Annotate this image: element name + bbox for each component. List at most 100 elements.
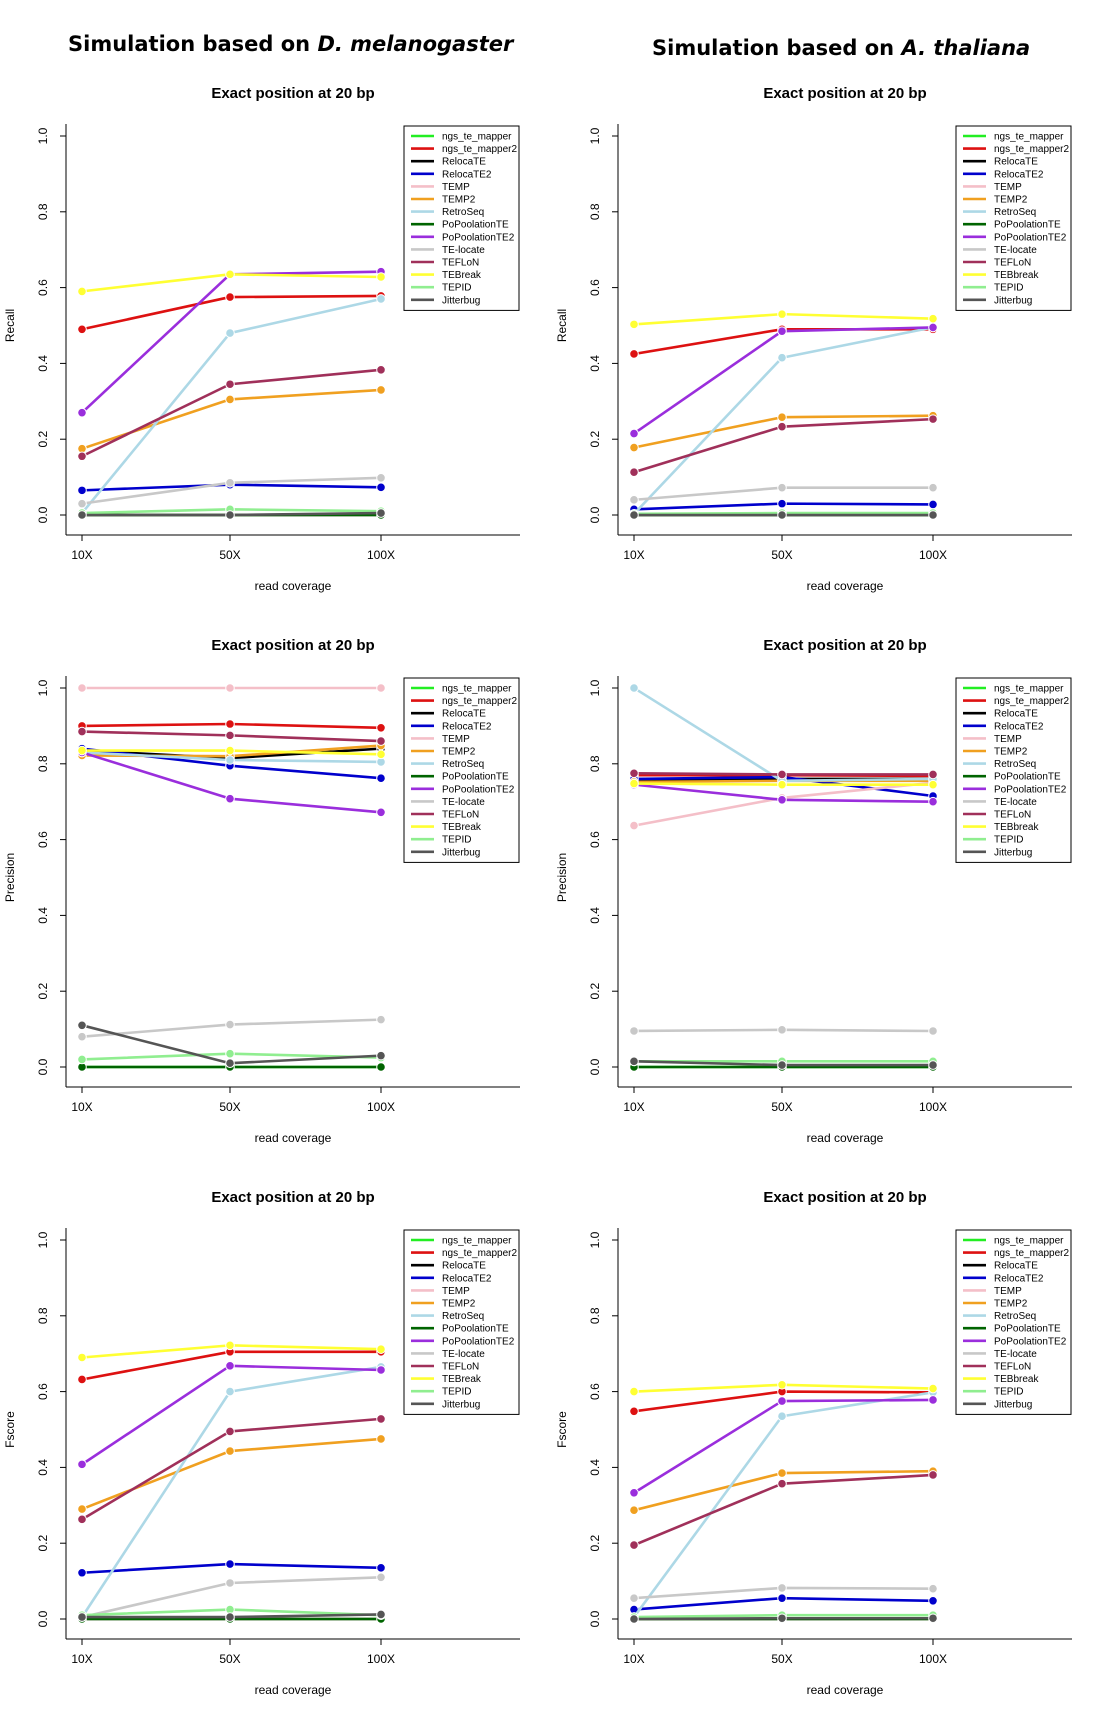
legend-label: TEBreak <box>442 270 482 281</box>
data-point-te-locate <box>225 1578 235 1588</box>
y-tick-label: 0.0 <box>588 1610 602 1627</box>
legend-label: ngs_te_mapper <box>442 1236 512 1247</box>
legend-box <box>403 125 520 311</box>
data-point-relocate2 <box>376 773 386 784</box>
chart-svg: Exact position at 20 bp 0.0 0.2 0.4 0.6 0.8 1.… <box>3 1189 520 1697</box>
x-tick-label: 100X <box>919 1652 947 1666</box>
data-point-temp <box>376 683 386 693</box>
data-point-popoolationte2 <box>225 1361 235 1371</box>
y-tick-label: 0.8 <box>588 203 602 220</box>
legend-label: TEPID <box>994 283 1023 294</box>
data-point-relocate2 <box>225 1559 235 1569</box>
data-point-te-locate <box>376 1014 386 1025</box>
y-tick-label: 0.2 <box>588 983 602 1000</box>
legend-label: TE-locate <box>442 245 485 256</box>
data-point-relocate2 <box>376 1563 386 1573</box>
data-point-relocate2 <box>77 1567 87 1578</box>
chart-fscore-d-melanogaster: Exact position at 20 bp 0.0 0.2 0.4 0.6 0.8 1.… <box>0 1164 552 1714</box>
legend-label: TEBreak <box>442 1374 482 1385</box>
data-point-tebbreak <box>777 779 787 790</box>
x-axis-label: read coverage <box>255 579 332 593</box>
y-axis-label: Fscore <box>3 1411 17 1448</box>
data-point-tebbreak <box>777 1379 787 1390</box>
legend-label: TEFLoN <box>994 1362 1031 1373</box>
data-point-jitterbug <box>376 1050 386 1061</box>
data-point-popoolationte2 <box>77 407 87 418</box>
legend-label: ngs_te_mapper2 <box>442 144 517 155</box>
data-point-tebreak <box>376 272 386 282</box>
data-point-tebbreak <box>777 309 787 319</box>
data-point-te-locate <box>928 482 938 493</box>
chart-title: Exact position at 20 bp <box>211 1189 374 1206</box>
y-tick-label: 0.2 <box>36 1535 50 1552</box>
y-axis-label: Recall <box>555 309 569 342</box>
data-point-teflon <box>77 726 87 737</box>
data-point-ngs-te-mapper2 <box>77 324 87 335</box>
data-point-popoolationte2 <box>777 326 787 336</box>
legend-label: ngs_te_mapper2 <box>442 696 517 707</box>
data-point-teflon <box>225 379 235 390</box>
data-point-teflon <box>777 769 787 780</box>
x-axis-label: read coverage <box>807 579 884 593</box>
data-point-jitterbug <box>77 510 87 520</box>
data-point-te-locate <box>629 1593 639 1603</box>
y-tick-label: 0.0 <box>588 506 602 523</box>
data-point-teflon <box>777 1478 787 1489</box>
legend-label: TE-locate <box>442 1349 485 1360</box>
data-point-jitterbug <box>928 510 938 520</box>
data-point-te-locate <box>777 1583 787 1593</box>
data-point-ngs-te-mapper2 <box>225 292 235 302</box>
y-tick-label: 0.4 <box>588 355 602 372</box>
data-point-tebbreak <box>928 1383 938 1394</box>
chart-title: Exact position at 20 bp <box>211 637 374 654</box>
data-point-popoolationte2 <box>77 1459 87 1470</box>
legend-label: TEPID <box>442 835 471 846</box>
legend-label: RelocaTE2 <box>994 1273 1044 1284</box>
y-tick-label: 0.6 <box>588 1383 602 1400</box>
legend-label: PoPoolationTE2 <box>994 232 1067 243</box>
data-point-tebreak <box>376 1344 386 1354</box>
legend-label: PoPoolationTE2 <box>442 232 515 243</box>
x-tick-label: 10X <box>71 1652 92 1666</box>
x-tick-label: 50X <box>219 548 240 562</box>
data-point-relocate2 <box>77 485 87 496</box>
data-point-jitterbug <box>928 1060 938 1070</box>
data-point-teflon <box>225 1426 235 1437</box>
data-point-tebreak <box>77 1352 87 1363</box>
y-tick-label: 0.6 <box>588 279 602 296</box>
legend-box <box>403 677 520 863</box>
data-point-retroseq <box>777 1411 787 1422</box>
data-point-te-locate <box>928 1026 938 1036</box>
y-tick-label: 0.2 <box>36 431 50 448</box>
chart-recall-d-melanogaster: Exact position at 20 bp 0.0 0.2 0.4 0.6 0.8 1.… <box>0 60 552 610</box>
data-point-teflon <box>77 1514 87 1525</box>
data-point-ngs-te-mapper2 <box>376 722 386 733</box>
legend-label: TEMP2 <box>442 747 476 758</box>
data-point-retroseq <box>225 328 235 338</box>
legend-label: TEMP <box>994 1286 1022 1297</box>
data-point-temp2 <box>777 412 787 423</box>
data-point-tebbreak <box>629 319 639 330</box>
legend-box <box>403 1229 520 1415</box>
data-point-te-locate <box>928 1583 938 1594</box>
legend-label: RetroSeq <box>994 207 1036 218</box>
species-name: D. melanogaster <box>317 32 514 56</box>
data-point-teflon <box>928 769 938 780</box>
x-tick-label: 50X <box>771 1100 792 1114</box>
x-axis-label: read coverage <box>807 1131 884 1145</box>
y-tick-label: 1.0 <box>588 127 602 144</box>
data-point-teflon <box>376 1414 386 1424</box>
x-tick-label: 100X <box>919 548 947 562</box>
data-point-teflon <box>629 467 639 477</box>
y-axis-label: Fscore <box>555 1411 569 1448</box>
data-point-jitterbug <box>225 510 235 520</box>
legend-label: TE-locate <box>994 797 1037 808</box>
legend-label: RelocaTE <box>442 709 486 720</box>
legend-label: Jitterbug <box>994 847 1032 858</box>
data-point-popoolationte2 <box>777 1396 787 1406</box>
x-axis-label: read coverage <box>807 1683 884 1697</box>
data-point-tebreak <box>376 749 386 760</box>
legend-label: PoPoolationTE <box>994 1324 1061 1335</box>
data-point-relocate2 <box>376 482 386 493</box>
x-tick-label: 50X <box>771 548 792 562</box>
